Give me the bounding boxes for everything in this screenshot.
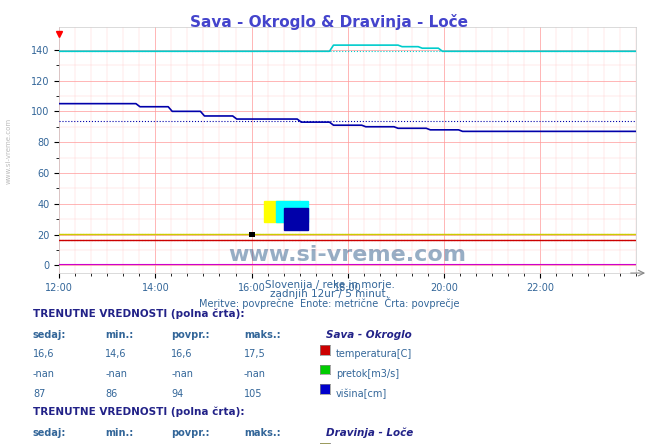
Text: 17,5: 17,5 <box>244 349 266 360</box>
Bar <box>275 201 308 222</box>
Text: -nan: -nan <box>105 369 127 379</box>
Text: Sava - Okroglo & Dravinja - Loče: Sava - Okroglo & Dravinja - Loče <box>190 14 469 30</box>
Text: sedaj:: sedaj: <box>33 428 67 438</box>
Text: sedaj:: sedaj: <box>33 330 67 340</box>
Text: min.:: min.: <box>105 330 134 340</box>
Text: zadnjih 12ur / 5 minut.: zadnjih 12ur / 5 minut. <box>270 289 389 299</box>
Bar <box>264 201 300 222</box>
Text: 87: 87 <box>33 388 45 399</box>
Text: 94: 94 <box>171 388 184 399</box>
Text: pretok[m3/s]: pretok[m3/s] <box>336 369 399 379</box>
Text: višina[cm]: višina[cm] <box>336 388 387 399</box>
Text: -nan: -nan <box>244 369 266 379</box>
Text: www.si-vreme.com: www.si-vreme.com <box>229 245 467 265</box>
Text: Dravinja - Loče: Dravinja - Loče <box>326 428 413 438</box>
Bar <box>248 232 254 237</box>
Text: TRENUTNE VREDNOSTI (polna črta):: TRENUTNE VREDNOSTI (polna črta): <box>33 309 244 319</box>
Text: povpr.:: povpr.: <box>171 330 210 340</box>
Text: Sava - Okroglo: Sava - Okroglo <box>326 330 412 340</box>
Text: temperatura[C]: temperatura[C] <box>336 349 413 360</box>
Text: Slovenija / reke in morje.: Slovenija / reke in morje. <box>264 280 395 290</box>
Text: 105: 105 <box>244 388 262 399</box>
Text: -nan: -nan <box>171 369 193 379</box>
Text: maks.:: maks.: <box>244 428 281 438</box>
Text: 86: 86 <box>105 388 118 399</box>
Text: 14,6: 14,6 <box>105 349 127 360</box>
Text: www.si-vreme.com: www.si-vreme.com <box>5 118 12 184</box>
Text: TRENUTNE VREDNOSTI (polna črta):: TRENUTNE VREDNOSTI (polna črta): <box>33 406 244 417</box>
Bar <box>283 208 308 230</box>
Text: Meritve: povprečne  Enote: metrične  Črta: povprečje: Meritve: povprečne Enote: metrične Črta:… <box>199 297 460 309</box>
Text: povpr.:: povpr.: <box>171 428 210 438</box>
Text: 16,6: 16,6 <box>171 349 193 360</box>
Text: maks.:: maks.: <box>244 330 281 340</box>
Text: -nan: -nan <box>33 369 55 379</box>
Text: 16,6: 16,6 <box>33 349 55 360</box>
Text: min.:: min.: <box>105 428 134 438</box>
